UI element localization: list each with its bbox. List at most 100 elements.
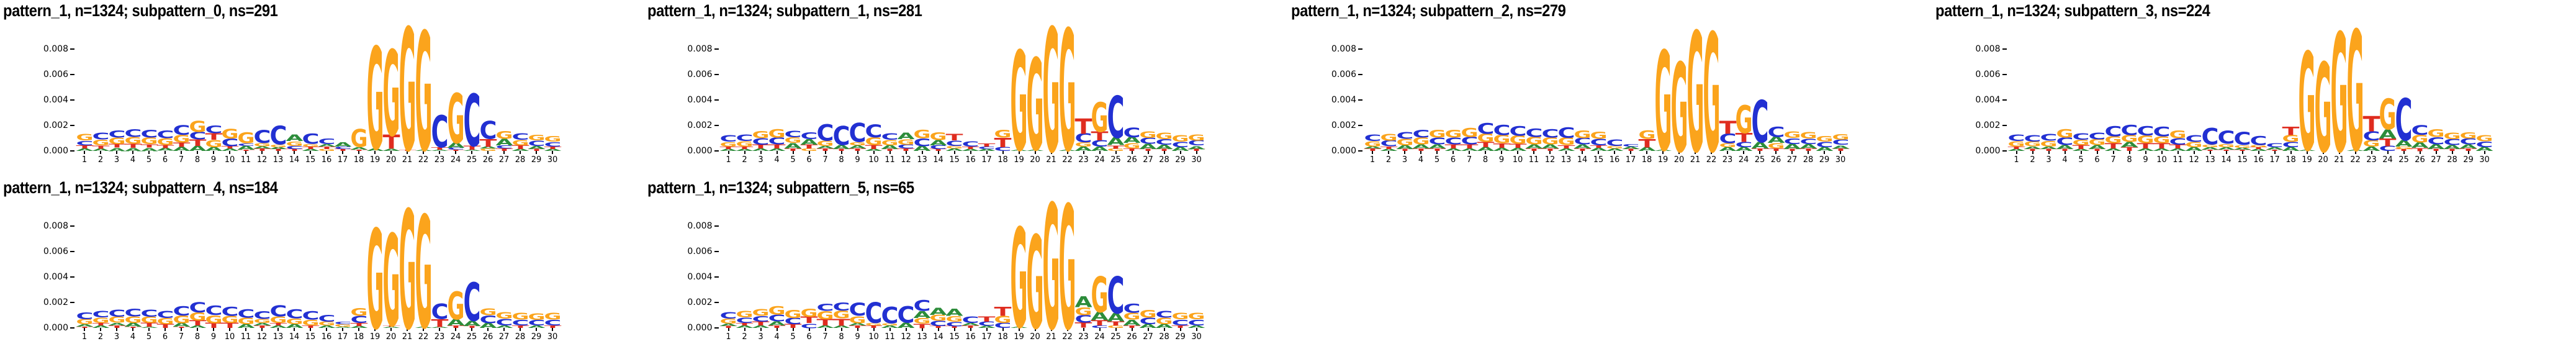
logo-letter-G: G <box>350 124 367 153</box>
x-tick-label: 22 <box>2350 155 2361 165</box>
logo-letter-C: C <box>269 302 287 320</box>
svg-text:A: A <box>785 142 803 150</box>
x-tick-label: 1 <box>81 155 88 165</box>
x-tick-label: 6 <box>806 155 812 165</box>
x-tick-label: 26 <box>1127 155 1137 165</box>
logo-letter-T: T <box>2379 137 2397 148</box>
x-tick-mark <box>2435 151 2437 154</box>
svg-text:T: T <box>1461 143 1479 150</box>
svg-text:C: C <box>865 297 883 330</box>
x-tick-mark <box>439 151 440 154</box>
x-tick-label: 16 <box>1609 155 1620 165</box>
svg-text:T: T <box>156 144 175 150</box>
logo-letter-G: G <box>1188 311 1205 322</box>
svg-text:G: G <box>2412 133 2429 145</box>
svg-text:A: A <box>1574 143 1591 150</box>
svg-text:T: T <box>2363 113 2381 137</box>
logo-letter-C: C <box>801 130 818 142</box>
svg-text:G: G <box>1188 311 1205 322</box>
logo-letter-A: A <box>2476 146 2493 152</box>
logo-letter-G: G <box>1140 309 1157 320</box>
x-tick-label: 24 <box>1738 155 1749 165</box>
logo-letter-T: T <box>1509 143 1527 149</box>
logo-letter-T: T <box>92 144 110 150</box>
svg-text:T: T <box>399 150 417 152</box>
logo-letter-C: C <box>1091 138 1109 149</box>
svg-text:A: A <box>1140 323 1157 329</box>
x-tick-label: 4 <box>774 332 780 342</box>
x-tick-mark <box>1002 151 1004 154</box>
logo-letter-C: C <box>994 321 1012 329</box>
svg-text:G: G <box>768 304 786 317</box>
svg-text:A: A <box>1156 143 1174 150</box>
x-tick-mark <box>2209 151 2211 154</box>
logo-letter-C: C <box>1751 89 1768 157</box>
svg-text:A: A <box>189 325 207 329</box>
svg-text:T: T <box>495 148 513 152</box>
svg-text:G: G <box>156 317 174 327</box>
logo-letter-T: T <box>1107 144 1126 150</box>
logo-letter-A: A <box>1124 318 1141 327</box>
x-tick-label: 29 <box>2463 155 2474 165</box>
logo-letter-C: C <box>156 309 174 321</box>
logo-letter-A: A <box>2089 144 2106 150</box>
svg-text:G: G <box>2460 131 2477 141</box>
svg-text:T: T <box>447 325 464 329</box>
svg-text:A: A <box>1461 148 1479 152</box>
logo-letter-C: C <box>334 321 351 325</box>
svg-text:G: G <box>736 140 754 148</box>
logo-letter-G: G <box>865 136 883 148</box>
x-tick-label: 7 <box>2110 155 2116 165</box>
svg-text:A: A <box>1172 146 1189 152</box>
logo-letter-G: G <box>511 311 529 322</box>
x-tick-label: 22 <box>418 332 429 342</box>
logo-letter-G: G <box>752 307 770 319</box>
svg-text:A: A <box>495 325 513 329</box>
svg-text:A: A <box>930 306 947 318</box>
subplot-title: pattern_1, n=1324; subpattern_3, ns=224 <box>1935 1 2210 20</box>
logo-letter-A: A <box>1091 145 1109 152</box>
logo-letter-C: C <box>1107 85 1125 152</box>
logo-letter-A: A <box>2105 148 2123 152</box>
svg-text:C: C <box>1172 140 1189 148</box>
logo-letter-G: G <box>2056 127 2074 140</box>
logo-letter-C: C <box>720 134 737 144</box>
logo-letter-A: A <box>447 317 465 328</box>
logo-letter-T: T <box>1364 148 1381 152</box>
logo-letter-C: C <box>2282 140 2300 148</box>
logo-letter-A: A <box>382 148 400 152</box>
logo-letter-A: A <box>978 148 996 152</box>
svg-text:C: C <box>1188 139 1205 147</box>
logo-letter-G: G <box>881 138 899 147</box>
x-tick-label: 3 <box>114 332 120 342</box>
svg-text:T: T <box>2379 137 2397 148</box>
svg-text:G: G <box>415 0 432 188</box>
logo-letter-A: A <box>205 146 222 152</box>
logo-letter-C: C <box>1525 127 1542 140</box>
logo-letter-C: C <box>189 130 206 142</box>
logo-letter-G: G <box>415 0 432 188</box>
x-tick-mark <box>2338 151 2340 154</box>
x-tick-label: 4 <box>1418 155 1424 165</box>
logo-letter-G: G <box>1832 133 1849 142</box>
logo-letter-G: G <box>479 148 497 152</box>
x-tick-mark <box>261 328 263 331</box>
logo-letter-C: C <box>253 128 271 148</box>
svg-text:G: G <box>350 124 367 153</box>
svg-text:A: A <box>720 323 738 327</box>
logo-letter-G: G <box>1380 132 1397 143</box>
logo-letter-T: T <box>2073 144 2091 150</box>
logo-letter-C: C <box>221 137 238 148</box>
svg-text:A: A <box>495 137 513 147</box>
svg-text:T: T <box>1783 148 1801 152</box>
logo-letter-A: A <box>1509 147 1526 152</box>
svg-text:T: T <box>2137 142 2155 150</box>
logo-letter-T: T <box>1412 148 1430 152</box>
logo-letter-G: G <box>1638 129 1655 142</box>
logo-letter-A: A <box>1140 323 1157 329</box>
x-tick-label: 5 <box>146 155 152 165</box>
svg-text:G: G <box>817 139 834 147</box>
logo-letter-G: G <box>76 132 93 143</box>
logo-letter-G: G <box>156 317 174 327</box>
svg-text:G: G <box>108 315 125 325</box>
